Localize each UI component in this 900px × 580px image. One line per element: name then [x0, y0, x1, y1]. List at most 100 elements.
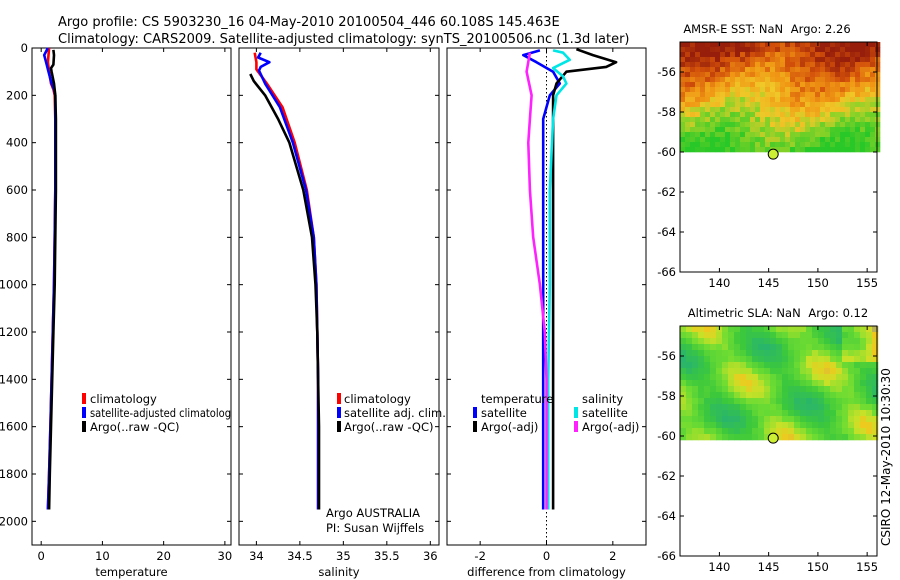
- map-cell: [820, 52, 826, 58]
- map-cell: [764, 380, 771, 387]
- map-cell: [845, 102, 851, 108]
- map-cell: [695, 142, 701, 148]
- map-cell: [692, 422, 699, 429]
- map-cell: [835, 127, 841, 133]
- map-cell: [695, 77, 701, 83]
- map-cell: [745, 42, 751, 48]
- map-cell: [735, 57, 741, 63]
- map-cell: [745, 77, 751, 83]
- map-cell: [795, 92, 801, 98]
- map-cell: [835, 142, 841, 148]
- map-cell: [715, 57, 721, 63]
- map-cell: [734, 422, 741, 429]
- map-cell: [790, 122, 796, 128]
- map-cell: [875, 52, 881, 58]
- map-cell: [685, 72, 691, 78]
- map-cell: [870, 112, 876, 118]
- map-cell: [734, 338, 741, 345]
- map-cell: [765, 82, 771, 88]
- map-cell: [870, 132, 876, 138]
- map-cell: [752, 374, 759, 381]
- x-axis-label: salinity: [318, 565, 359, 579]
- map-cell: [824, 338, 831, 345]
- map-cell: [845, 107, 851, 113]
- map-cell: [728, 356, 735, 363]
- map-cell: [824, 374, 831, 381]
- map-cell: [818, 428, 825, 435]
- map-cell: [854, 374, 861, 381]
- map-cell: [782, 416, 789, 423]
- map-cell: [836, 326, 843, 333]
- map-cell: [845, 132, 851, 138]
- map-cell: [842, 326, 849, 333]
- map-cell: [845, 67, 851, 73]
- map-cell: [698, 380, 705, 387]
- map-cell: [690, 122, 696, 128]
- map-cell: [860, 47, 866, 53]
- x-axis-label: difference from climatology: [467, 565, 626, 579]
- map-cell: [710, 368, 717, 375]
- map-cell: [758, 386, 765, 393]
- map-cell: [848, 362, 855, 369]
- map-cell: [790, 102, 796, 108]
- map-cell: [806, 428, 813, 435]
- map-cell: [740, 350, 747, 357]
- map-cell: [700, 92, 706, 98]
- map-cell: [788, 416, 795, 423]
- map-cell: [750, 102, 756, 108]
- map-cell: [734, 428, 741, 435]
- map-cell: [866, 434, 873, 441]
- map-cell: [820, 117, 826, 123]
- map-cell: [835, 77, 841, 83]
- map-cell: [725, 87, 731, 93]
- map-cell: [740, 368, 747, 375]
- map-cell: [860, 362, 867, 369]
- map-cell: [870, 42, 876, 48]
- map-cell: [815, 87, 821, 93]
- map-cell: [812, 386, 819, 393]
- map-cell: [805, 92, 811, 98]
- map-cell: [770, 127, 776, 133]
- map-cell: [735, 102, 741, 108]
- map-cell: [824, 386, 831, 393]
- map-cell: [746, 410, 753, 417]
- map-cell: [875, 97, 881, 103]
- y-tick-label: -62: [657, 469, 676, 483]
- map-cell: [755, 122, 761, 128]
- map-cell: [765, 122, 771, 128]
- map-cell: [848, 350, 855, 357]
- map-cell: [830, 67, 836, 73]
- map-cell: [812, 398, 819, 405]
- map-cell: [770, 410, 777, 417]
- map-cell: [734, 362, 741, 369]
- map-cell: [788, 380, 795, 387]
- map-cell: [740, 82, 746, 88]
- map-cell: [695, 92, 701, 98]
- legend-swatch-argo: [82, 421, 86, 432]
- map-cell: [746, 404, 753, 411]
- map-cell: [795, 52, 801, 58]
- map-cell: [705, 92, 711, 98]
- map-cell: [855, 112, 861, 118]
- map-cell: [740, 404, 747, 411]
- map-cell: [695, 147, 701, 153]
- map-cell: [692, 362, 699, 369]
- map-cell: [805, 77, 811, 83]
- map-cell: [845, 62, 851, 68]
- legend-label-satellite: satellite-adjusted climatolog: [90, 406, 231, 420]
- y-tick-label: -56: [657, 65, 676, 79]
- map-cell: [720, 107, 726, 113]
- sst-field-cells: [680, 42, 881, 153]
- map-cell: [812, 428, 819, 435]
- map-cell: [782, 434, 789, 441]
- map-cell: [705, 67, 711, 73]
- map-cell: [680, 362, 687, 369]
- map-cell: [855, 107, 861, 113]
- map-cell: [746, 344, 753, 351]
- map-cell: [760, 117, 766, 123]
- map-cell: [690, 102, 696, 108]
- map-cell: [806, 350, 813, 357]
- map-cell: [860, 338, 867, 345]
- x-tick-label: 155: [856, 560, 878, 574]
